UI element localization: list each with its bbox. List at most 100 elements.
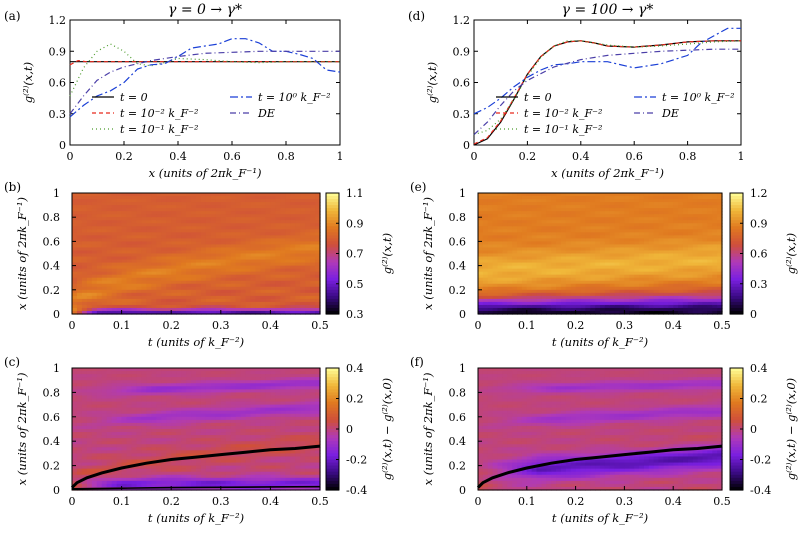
heatmap-cell bbox=[156, 395, 162, 400]
heatmap-cell bbox=[96, 310, 103, 315]
heatmap-cell bbox=[517, 244, 523, 249]
heatmap-cell bbox=[111, 205, 118, 209]
heatmap-cell bbox=[643, 304, 650, 309]
heatmap-cell bbox=[502, 256, 508, 261]
colorbar-segment bbox=[326, 301, 339, 306]
heatmap-cell bbox=[712, 199, 718, 203]
heatmap-cell bbox=[121, 416, 128, 421]
heatmap-cell bbox=[629, 301, 635, 306]
heatmap-cell bbox=[712, 271, 718, 276]
heatmap-cell bbox=[658, 208, 665, 212]
heatmap-cell bbox=[101, 256, 108, 261]
heatmap-cell bbox=[72, 465, 78, 470]
heatmap-cell bbox=[205, 274, 212, 279]
heatmap-cell bbox=[556, 268, 562, 273]
heatmap-cell bbox=[551, 253, 557, 258]
heatmap-cell bbox=[91, 410, 98, 415]
heatmap-cell bbox=[275, 310, 281, 315]
heatmap-cell bbox=[310, 298, 316, 303]
heatmap-cell bbox=[285, 244, 291, 249]
heatmap-cell bbox=[176, 301, 182, 306]
heatmap-cell bbox=[556, 223, 562, 227]
heatmap-cell bbox=[692, 268, 699, 273]
heatmap-cell bbox=[255, 253, 262, 258]
heatmap-cell bbox=[604, 196, 611, 200]
heatmap-cell bbox=[111, 413, 118, 418]
heatmap-cell bbox=[653, 220, 660, 224]
heatmap-cell bbox=[702, 226, 708, 230]
heatmap-cell bbox=[609, 277, 616, 282]
heatmap-cell bbox=[482, 229, 489, 233]
heatmap-cell bbox=[250, 253, 257, 258]
heatmap-cell bbox=[697, 292, 704, 297]
heatmap-cell bbox=[141, 286, 147, 291]
heatmap-cell bbox=[191, 256, 197, 261]
heatmap-cell bbox=[526, 301, 533, 306]
heatmap-cell bbox=[502, 292, 508, 297]
heatmap-cell bbox=[121, 247, 128, 252]
heatmap-cell bbox=[629, 235, 635, 239]
heatmap-cell bbox=[126, 241, 133, 246]
heatmap-cell bbox=[682, 289, 689, 294]
heatmap-cell bbox=[72, 280, 78, 285]
heatmap-cell bbox=[305, 205, 311, 209]
heatmap-cell bbox=[556, 283, 562, 288]
heatmap-cell bbox=[609, 202, 616, 206]
heatmap-cell bbox=[280, 295, 286, 300]
heatmap-cell bbox=[126, 301, 133, 306]
heatmap-cell bbox=[235, 196, 242, 200]
heatmap-cell bbox=[315, 301, 321, 306]
heatmap-cell bbox=[230, 193, 237, 197]
heatmap-cell bbox=[72, 253, 78, 258]
heatmap-cell bbox=[668, 217, 674, 221]
heatmap-cell bbox=[678, 265, 684, 270]
heatmap-cell bbox=[565, 217, 572, 221]
heatmap-cell bbox=[171, 247, 177, 252]
heatmap-cell bbox=[517, 262, 523, 267]
heatmap-cell bbox=[136, 310, 143, 315]
heatmap-cell bbox=[585, 292, 591, 297]
heatmap-cell bbox=[166, 217, 172, 221]
heatmap-cell bbox=[72, 450, 78, 454]
heatmap-cell bbox=[512, 310, 518, 315]
heatmap-cell bbox=[604, 301, 611, 306]
heatmap-cell bbox=[205, 304, 212, 309]
heatmap-cell bbox=[126, 386, 133, 390]
heatmap-cell bbox=[546, 298, 552, 303]
heatmap-cell bbox=[76, 432, 83, 436]
heatmap-cell bbox=[643, 283, 650, 288]
heatmap-cell bbox=[697, 244, 704, 249]
heatmap-cell bbox=[590, 289, 596, 294]
heatmap-cell bbox=[86, 413, 93, 418]
heatmap-cell bbox=[161, 271, 167, 276]
heatmap-cell bbox=[600, 295, 606, 300]
heatmap-cell bbox=[106, 271, 113, 276]
heatmap-cell bbox=[210, 235, 217, 239]
heatmap-cell bbox=[502, 235, 508, 239]
heatmap-cell bbox=[310, 208, 316, 212]
heatmap-cell bbox=[101, 435, 108, 439]
heatmap-cell bbox=[531, 196, 538, 200]
heatmap-cell bbox=[260, 244, 267, 249]
heatmap-cell bbox=[91, 401, 98, 406]
heatmap-cell bbox=[310, 238, 316, 243]
heatmap-cell bbox=[240, 310, 247, 315]
heatmap-cell bbox=[131, 241, 138, 246]
heatmap-cell bbox=[270, 229, 276, 233]
heatmap-cell bbox=[191, 298, 197, 303]
heatmap-cell bbox=[712, 256, 718, 261]
heatmap-cell bbox=[265, 217, 271, 221]
heatmap-cell bbox=[604, 283, 611, 288]
heatmap-cell bbox=[512, 265, 518, 270]
heatmap-cell bbox=[526, 244, 533, 249]
heatmap-cell bbox=[478, 247, 484, 252]
heatmap-cell bbox=[101, 383, 108, 387]
heatmap-cell bbox=[161, 292, 167, 297]
heatmap-cell bbox=[200, 307, 207, 312]
heatmap-cell bbox=[634, 280, 640, 285]
heatmap-cell bbox=[136, 259, 143, 264]
heatmap-cell bbox=[240, 289, 247, 294]
heatmap-cell bbox=[121, 229, 128, 233]
heatmap-cell bbox=[181, 232, 187, 236]
heatmap-cell bbox=[512, 274, 518, 279]
